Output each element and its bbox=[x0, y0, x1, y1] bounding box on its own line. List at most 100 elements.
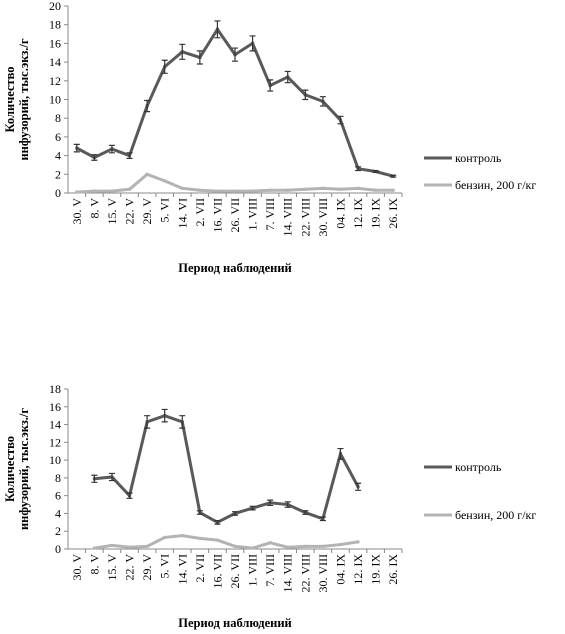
y-tick-label: 2 bbox=[55, 524, 61, 538]
x-tick-label: 14. VI bbox=[175, 554, 189, 584]
y-tick-label: 8 bbox=[55, 111, 61, 125]
error-bar bbox=[232, 511, 238, 516]
x-tick-label: 16. VII bbox=[210, 198, 224, 232]
point bbox=[286, 188, 290, 192]
x-tick-label: 15. V bbox=[105, 198, 119, 225]
y-axis-title: инфузорий, тыс.экз./г bbox=[17, 38, 31, 160]
x-tick-label: 22. VIII bbox=[298, 198, 312, 236]
y-tick-label: 18 bbox=[49, 18, 61, 32]
point bbox=[198, 536, 202, 540]
error-bar bbox=[267, 79, 274, 92]
point bbox=[303, 544, 307, 548]
point bbox=[233, 189, 237, 193]
y-tick-label: 10 bbox=[49, 93, 61, 107]
error-bar bbox=[214, 519, 221, 525]
x-tick-label: 04. IX bbox=[333, 198, 347, 229]
error-bar bbox=[284, 70, 291, 84]
x-tick-label: 26. IX bbox=[386, 554, 400, 585]
point bbox=[356, 186, 360, 190]
error-bar bbox=[232, 47, 238, 62]
point bbox=[92, 546, 96, 550]
y-tick-label: 10 bbox=[49, 453, 61, 467]
legend-label: бензин, 200 г/кг bbox=[455, 178, 536, 192]
error-bar bbox=[126, 492, 133, 499]
error-bar bbox=[144, 99, 151, 113]
point bbox=[75, 190, 79, 194]
x-tick-label: 2. VII bbox=[193, 554, 207, 582]
point bbox=[163, 535, 167, 539]
legend-label: контроль bbox=[455, 151, 502, 165]
error-bar bbox=[161, 408, 168, 423]
error-bar bbox=[214, 20, 221, 39]
x-tick-label: 26. IX bbox=[386, 198, 400, 229]
point bbox=[110, 189, 114, 193]
y-tick-label: 14 bbox=[49, 55, 61, 69]
point bbox=[321, 544, 325, 548]
error-bar bbox=[302, 510, 309, 515]
point bbox=[356, 540, 360, 544]
y-tick-label: 16 bbox=[49, 400, 61, 414]
x-tick-label: 7. VIII bbox=[263, 554, 277, 586]
x-tick-label: 14. VIII bbox=[281, 198, 295, 236]
error-bar bbox=[337, 447, 344, 460]
x-tick-label: 19. IX bbox=[369, 554, 383, 585]
y-tick-label: 2 bbox=[55, 167, 61, 181]
x-tick-label: 30. VIII bbox=[316, 198, 330, 236]
point bbox=[215, 538, 219, 542]
x-tick-label: 22. V bbox=[123, 198, 137, 225]
error-bar bbox=[179, 43, 186, 60]
x-tick-label: 29. V bbox=[140, 554, 154, 581]
point bbox=[251, 189, 255, 193]
error-bar bbox=[196, 510, 203, 515]
error-bar bbox=[267, 499, 274, 507]
y-axis-title: инфузорий, тыс.экз./г bbox=[17, 408, 31, 530]
error-bar bbox=[126, 152, 133, 160]
error-bar bbox=[319, 516, 326, 522]
x-tick-label: 04. IX bbox=[333, 554, 347, 585]
x-tick-label: 5. VI bbox=[158, 554, 172, 578]
y-tick-label: 12 bbox=[49, 435, 61, 449]
x-tick-label: 16. VII bbox=[210, 554, 224, 588]
error-bar bbox=[355, 482, 362, 491]
y-axis-title: Количество bbox=[3, 436, 17, 502]
error-bar bbox=[249, 35, 256, 52]
x-axis-title: Период наблюдений bbox=[178, 261, 291, 275]
x-tick-label: 26. VII bbox=[228, 198, 242, 232]
error-bar bbox=[91, 154, 98, 161]
point bbox=[391, 188, 395, 192]
point bbox=[303, 187, 307, 191]
x-tick-label: 30. V bbox=[70, 198, 84, 225]
error-bar bbox=[161, 59, 168, 74]
point bbox=[286, 545, 290, 549]
error-bar bbox=[302, 89, 309, 101]
x-tick-label: 2. VII bbox=[193, 198, 207, 226]
point bbox=[268, 541, 272, 545]
x-tick-label: 30. VIII bbox=[316, 554, 330, 592]
point bbox=[338, 187, 342, 191]
error-bar bbox=[372, 169, 379, 174]
x-tick-label: 19. IX bbox=[369, 198, 383, 229]
series-line bbox=[76, 172, 394, 194]
error-bar bbox=[337, 115, 344, 125]
point bbox=[163, 179, 167, 183]
x-tick-label: 7. VIII bbox=[263, 198, 277, 230]
x-tick-label: 1. VIII bbox=[246, 554, 260, 586]
error-bar bbox=[108, 472, 115, 482]
point bbox=[338, 543, 342, 547]
x-tick-label: 15. V bbox=[105, 554, 119, 581]
y-tick-label: 4 bbox=[55, 506, 61, 520]
x-tick-label: 5. VI bbox=[158, 198, 172, 222]
point bbox=[180, 186, 184, 190]
error-bar bbox=[91, 474, 98, 483]
error-bar bbox=[319, 96, 326, 107]
legend-label: бензин, 200 г/кг bbox=[455, 508, 536, 522]
point bbox=[233, 544, 237, 548]
point bbox=[145, 544, 149, 548]
point bbox=[128, 187, 132, 191]
y-tick-label: 12 bbox=[49, 74, 61, 88]
x-tick-label: 26. VII bbox=[228, 554, 242, 588]
x-tick-label: 8. V bbox=[87, 198, 101, 219]
y-tick-label: 14 bbox=[49, 418, 61, 432]
y-tick-label: 18 bbox=[49, 382, 61, 396]
